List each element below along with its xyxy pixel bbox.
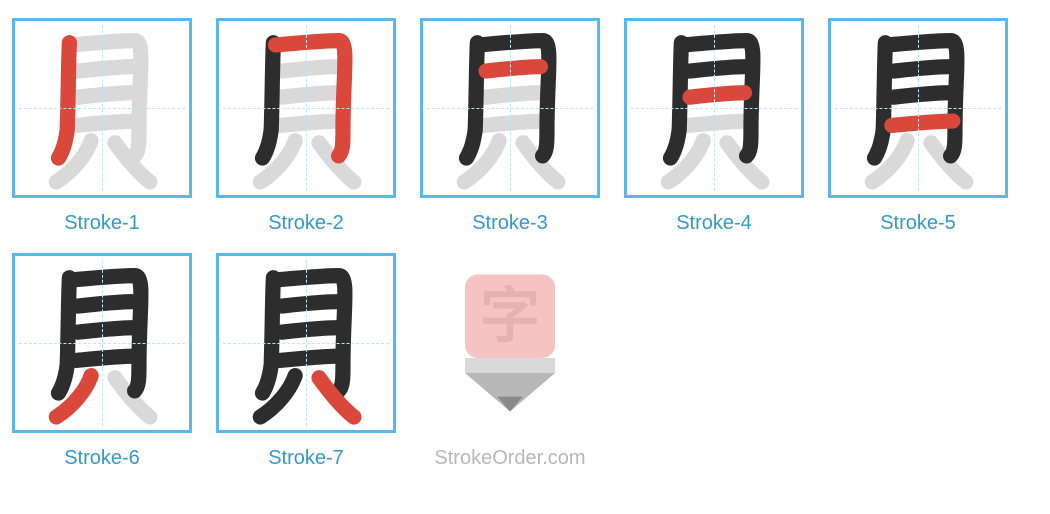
stroke-cell: Stroke-2 [216,18,396,235]
svg-text:字: 字 [480,283,540,350]
stroke-caption: Stroke-2 [268,212,344,235]
watermark-cell: 字 StrokeOrder.com [420,253,600,470]
stroke-cell: Stroke-5 [828,18,1008,235]
stroke-tile [12,253,192,433]
stroke-tile [12,18,192,198]
stroke-cell: Stroke-4 [624,18,804,235]
stroke-caption: Stroke-3 [472,212,548,235]
stroke-caption: Stroke-6 [64,447,140,470]
stroke-caption: Stroke-5 [880,212,956,235]
stroke-tile [216,18,396,198]
stroke-tile [420,18,600,198]
stroke-cell: Stroke-1 [12,18,192,235]
stroke-caption: Stroke-7 [268,447,344,470]
watermark-icon: 字 [420,253,600,433]
stroke-grid: Stroke-1 Stroke-2 Stroke-3 Stroke-4 Stroke-5… [12,18,1038,470]
stroke-cell: Stroke-6 [12,253,192,470]
stroke-tile [828,18,1008,198]
stroke-tile [624,18,804,198]
stroke-caption: Stroke-4 [676,212,752,235]
watermark-label: StrokeOrder.com [434,447,585,470]
stroke-caption: Stroke-1 [64,212,140,235]
stroke-cell: Stroke-3 [420,18,600,235]
stroke-cell: Stroke-7 [216,253,396,470]
stroke-tile [216,253,396,433]
